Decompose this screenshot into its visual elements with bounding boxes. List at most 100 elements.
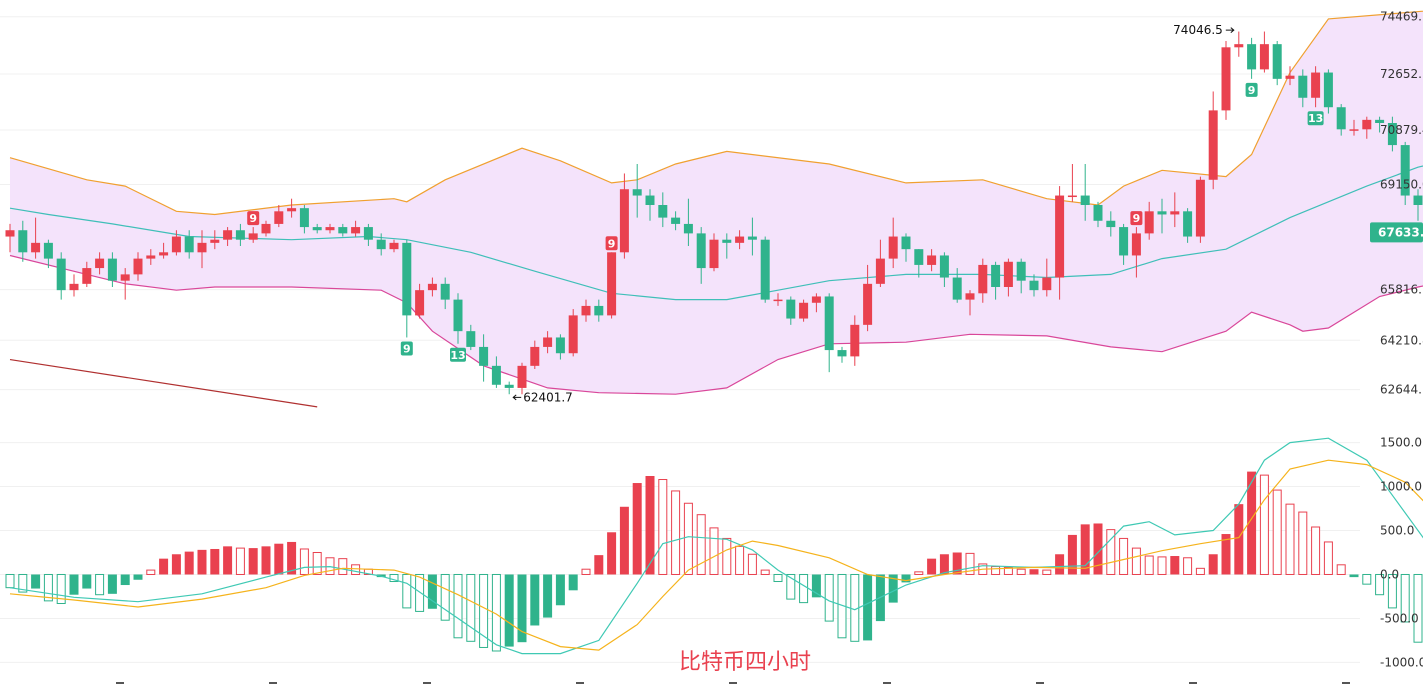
candle-body: [415, 290, 425, 316]
candle-body: [466, 331, 476, 347]
macd-histogram-bar: [248, 548, 258, 575]
candle-body: [299, 208, 309, 228]
macd-tick-label: -500.0: [1380, 611, 1419, 625]
high-arrow: [1225, 27, 1235, 33]
macd-tick-label: -1000.0: [1380, 655, 1423, 669]
macd-histogram-bar: [619, 506, 629, 575]
current-price-box: [1370, 222, 1423, 243]
macd-histogram-bar: [1055, 554, 1065, 575]
candle: [479, 334, 489, 382]
candle-body: [1055, 195, 1065, 278]
macd-histogram-bar: [1157, 556, 1167, 575]
macd-dif-line: [9, 437, 1423, 655]
candle-body: [645, 195, 655, 205]
macd-histogram-bar: [440, 573, 450, 621]
candle: [1093, 201, 1103, 228]
candle-body: [991, 264, 1001, 287]
candle-body: [440, 283, 450, 300]
macd-histogram-bar: [607, 532, 617, 575]
candle-body: [1003, 261, 1013, 287]
candle: [363, 223, 373, 246]
bollinger-upper-band: [9, 10, 1423, 216]
macd-histogram-bar: [274, 543, 284, 575]
candle: [184, 230, 194, 259]
price-tick-label: 74469.1: [1380, 10, 1423, 24]
price-tick-label: 69150.0: [1380, 178, 1423, 192]
td-sequential-badges: 9 9 13 9 9 9 13: [247, 82, 1324, 362]
macd-panel: 1500.0 1000.0 500.0 0.0 -500.0 -1000.0: [0, 436, 1423, 669]
candle: [338, 223, 348, 237]
candle: [1400, 141, 1410, 205]
candle: [1003, 258, 1013, 297]
macd-histogram-bar: [31, 574, 41, 589]
candle-body: [594, 305, 604, 316]
candle-body: [491, 365, 501, 385]
candle-body: [261, 223, 271, 234]
candle-body: [1247, 44, 1257, 70]
macd-histogram-bar: [1311, 526, 1321, 575]
candle-body: [811, 296, 821, 303]
candle-body: [722, 239, 732, 243]
candle: [5, 223, 15, 253]
candle-body: [1400, 145, 1410, 196]
td-badge-label: 9: [1133, 212, 1141, 225]
macd-histogram-bar: [107, 574, 117, 594]
macd-histogram-bar: [1247, 471, 1257, 575]
candle-body: [888, 236, 898, 259]
candle-body: [850, 324, 860, 357]
macd-histogram-bar: [594, 555, 604, 575]
macd-histogram-bar: [210, 548, 220, 575]
macd-histogram-bar: [517, 574, 527, 643]
candle: [261, 220, 271, 237]
macd-tick-label: 0.0: [1380, 567, 1399, 581]
macd-histogram-bar: [658, 479, 668, 575]
candle: [171, 230, 181, 256]
candle-body: [914, 249, 924, 265]
high-label: 74046.5: [1173, 23, 1223, 37]
candle: [709, 233, 719, 272]
td-badge: 9: [247, 211, 260, 226]
candle: [1029, 274, 1039, 297]
candle-body: [1285, 75, 1295, 79]
macd-histogram-bar: [671, 490, 681, 575]
candle: [440, 277, 450, 310]
candle: [1183, 208, 1193, 243]
candle: [1080, 164, 1090, 221]
candle-body: [927, 255, 937, 265]
candle-body: [709, 239, 719, 269]
macd-histogram-bar: [338, 558, 348, 575]
macd-histogram-bar: [811, 574, 821, 598]
macd-histogram-bar: [863, 574, 873, 641]
macd-histogram-bar: [1298, 511, 1308, 575]
candle: [43, 239, 53, 269]
candle: [927, 249, 937, 272]
macd-histogram-bar: [760, 569, 770, 575]
candle: [274, 205, 284, 228]
td-badge: 9: [1245, 82, 1258, 97]
candle: [389, 239, 399, 253]
candle-body: [568, 315, 578, 354]
candle: [594, 299, 604, 322]
candle: [914, 249, 924, 278]
macd-histogram-bar: [1221, 534, 1231, 575]
candle: [133, 252, 143, 281]
candle: [1067, 164, 1077, 202]
macd-histogram-bar: [171, 554, 181, 575]
candle-body: [312, 227, 322, 231]
candle: [18, 220, 28, 262]
macd-histogram-bar: [1400, 573, 1410, 623]
macd-histogram-bar: [1119, 537, 1129, 575]
macd-histogram-bar: [696, 514, 706, 575]
candle: [299, 205, 309, 234]
candle-body: [1298, 75, 1308, 98]
candle-body: [1195, 179, 1205, 237]
candle-body: [1042, 277, 1052, 291]
candle-body: [82, 268, 92, 284]
macd-histogram-bar: [1195, 567, 1205, 575]
candle: [415, 283, 425, 319]
macd-histogram-bar: [95, 573, 105, 596]
candle-body: [530, 346, 540, 366]
candle-body: [1413, 195, 1423, 205]
candle: [696, 227, 706, 284]
